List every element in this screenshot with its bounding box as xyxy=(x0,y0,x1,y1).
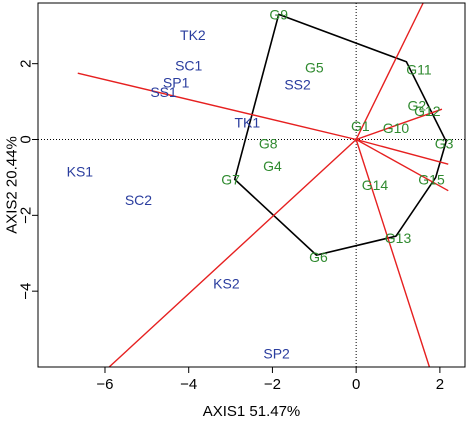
x-axis-title: AXIS1 51.47% xyxy=(203,403,301,420)
y-tick-label: −4 xyxy=(18,283,35,300)
convex-hull xyxy=(233,13,448,257)
vector-line-6 xyxy=(355,139,431,368)
genotype-label-g7: G7 xyxy=(221,171,240,187)
hull-polygon xyxy=(233,13,448,257)
environment-label-sc2: SC2 xyxy=(125,192,152,208)
genotype-label-g6: G6 xyxy=(309,249,328,265)
environment-label-sp2: SP2 xyxy=(263,346,290,362)
genotype-label-g3: G3 xyxy=(435,135,454,151)
vector-line-2 xyxy=(355,2,424,140)
genotype-label-g9: G9 xyxy=(269,6,288,22)
vector-line-5 xyxy=(355,138,449,192)
genotype-label-g13: G13 xyxy=(385,230,412,246)
environment-label-ss2: SS2 xyxy=(284,77,311,93)
vector-line-7 xyxy=(108,138,357,368)
environment-label-ks2: KS2 xyxy=(213,276,240,292)
genotype-label-g11: G11 xyxy=(406,61,432,77)
axes: −6 −4 −2 0 2 −4 −2 0 2 xyxy=(18,59,445,393)
y-tick-label: 2 xyxy=(18,59,35,67)
genotype-label-g4: G4 xyxy=(263,158,282,174)
vector-lines xyxy=(77,2,449,368)
environment-label-sc1: SC1 xyxy=(175,58,202,74)
y-tick-label: 0 xyxy=(18,135,35,143)
reference-lines xyxy=(38,3,465,367)
genotype-label-g10: G10 xyxy=(383,120,410,136)
environment-label-ks1: KS1 xyxy=(67,164,94,180)
y-tick-label: −2 xyxy=(18,207,35,224)
x-tick-label: 0 xyxy=(352,376,360,393)
genotype-label-g15: G15 xyxy=(418,171,445,187)
genotype-label-g12: G12 xyxy=(414,103,441,119)
x-tick-label: −4 xyxy=(180,376,197,393)
vector-line-1 xyxy=(77,72,357,141)
genotype-label-g8: G8 xyxy=(259,135,278,151)
genotype-label-g5: G5 xyxy=(305,59,324,75)
genotype-label-g2: G2 xyxy=(408,97,427,113)
x-tick-label: 2 xyxy=(436,376,444,393)
vector-line-3 xyxy=(355,108,443,141)
genotype-label-g14: G14 xyxy=(362,177,389,193)
vector-line-4 xyxy=(355,138,449,165)
environment-label-tk1: TK1 xyxy=(234,114,260,130)
environment-label-sp1: SP1 xyxy=(163,75,190,91)
environment-label-tk2: TK2 xyxy=(180,27,206,43)
x-tick-label: −2 xyxy=(264,376,281,393)
plot-frame xyxy=(37,2,466,368)
environment-label-ss1: SS1 xyxy=(150,84,177,100)
x-tick-label: −6 xyxy=(96,376,113,393)
genotype-label-g1: G1 xyxy=(351,118,370,134)
y-axis-title: AXIS2 20.44% xyxy=(4,136,21,234)
